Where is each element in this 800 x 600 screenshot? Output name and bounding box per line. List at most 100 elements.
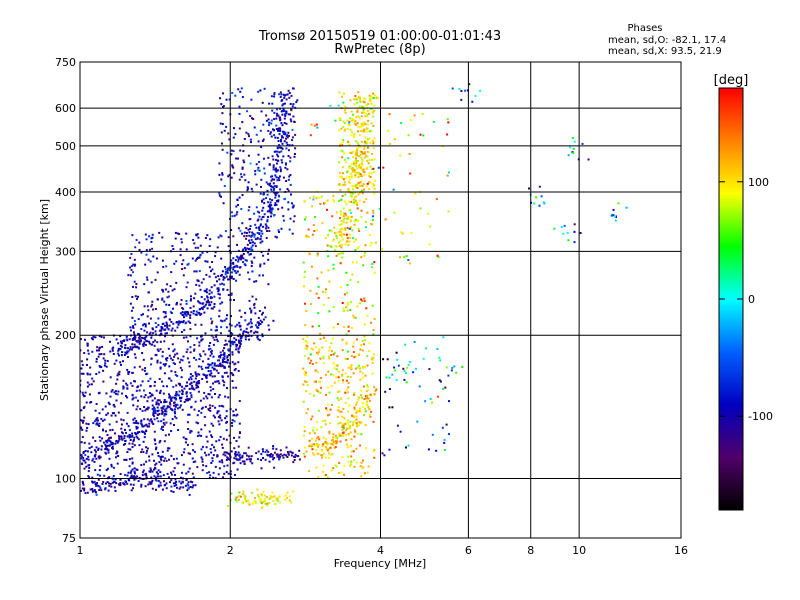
- data-point: [155, 446, 158, 449]
- data-point: [171, 343, 174, 346]
- data-point: [308, 439, 311, 442]
- data-point: [275, 192, 278, 195]
- data-point: [140, 251, 143, 254]
- data-point: [236, 265, 239, 268]
- data-point: [143, 369, 146, 372]
- data-point: [350, 152, 353, 155]
- data-point: [144, 473, 147, 476]
- data-point: [91, 377, 94, 380]
- data-point: [370, 107, 373, 110]
- data-point: [89, 366, 92, 369]
- data-point: [275, 185, 278, 188]
- data-point: [168, 393, 170, 396]
- data-point: [338, 117, 341, 119]
- data-point: [282, 103, 285, 106]
- data-point: [332, 195, 335, 197]
- data-point: [356, 203, 358, 206]
- data-point: [232, 261, 235, 264]
- data-point: [80, 441, 83, 444]
- data-point: [224, 268, 227, 271]
- data-point: [200, 456, 203, 459]
- data-point: [355, 140, 358, 143]
- data-point: [333, 232, 336, 235]
- data-point: [341, 338, 344, 341]
- data-point: [361, 365, 364, 368]
- data-point: [179, 254, 182, 257]
- data-point: [181, 408, 184, 411]
- data-point: [111, 389, 114, 391]
- data-point: [303, 425, 306, 428]
- data-point: [213, 295, 216, 298]
- data-point: [148, 455, 151, 458]
- data-point: [98, 485, 101, 488]
- data-point: [267, 156, 270, 159]
- data-point: [178, 382, 181, 385]
- data-point: [164, 401, 166, 403]
- data-point: [209, 407, 212, 410]
- data-point: [150, 281, 153, 284]
- data-point: [225, 326, 228, 329]
- data-point: [272, 447, 275, 450]
- data-point: [354, 122, 357, 125]
- data-point: [302, 383, 305, 386]
- data-point: [217, 364, 220, 367]
- data-point: [296, 99, 299, 102]
- data-point: [179, 248, 182, 251]
- data-point: [193, 270, 196, 273]
- data-point: [228, 138, 231, 141]
- data-point: [161, 236, 164, 239]
- data-point: [170, 485, 173, 488]
- data-point: [173, 424, 175, 426]
- data-point: [106, 360, 109, 362]
- data-point: [353, 185, 356, 188]
- data-point: [350, 438, 353, 441]
- data-point: [360, 151, 363, 153]
- data-point: [223, 371, 226, 374]
- data-point: [217, 287, 220, 290]
- data-point: [237, 459, 240, 461]
- data-point: [350, 366, 352, 368]
- data-point: [391, 373, 394, 376]
- data-point: [114, 390, 117, 393]
- data-point: [107, 439, 110, 442]
- data-point: [197, 431, 200, 434]
- data-point: [197, 379, 200, 382]
- data-point: [313, 342, 316, 345]
- data-point: [244, 452, 247, 455]
- data-point: [189, 351, 192, 354]
- data-point: [125, 422, 128, 425]
- data-point: [347, 455, 350, 458]
- data-point: [172, 482, 175, 485]
- data-point: [358, 97, 361, 100]
- data-point: [342, 212, 345, 215]
- data-point: [181, 369, 183, 372]
- data-point: [313, 230, 316, 232]
- data-point: [261, 506, 264, 508]
- data-point: [285, 163, 287, 166]
- data-point: [129, 435, 132, 438]
- data-point: [432, 120, 435, 123]
- data-point: [367, 162, 370, 165]
- data-point: [181, 480, 184, 483]
- data-point: [304, 216, 307, 219]
- data-point: [359, 348, 362, 351]
- data-point: [75, 459, 77, 461]
- data-point: [352, 188, 354, 191]
- data-point: [325, 438, 328, 440]
- data-point: [359, 465, 362, 468]
- data-point: [251, 462, 254, 465]
- data-point: [268, 460, 271, 463]
- data-point: [251, 241, 254, 244]
- data-point: [341, 431, 344, 434]
- data-point: [144, 432, 146, 435]
- data-point: [176, 393, 179, 396]
- data-point: [114, 392, 117, 395]
- data-point: [140, 314, 143, 317]
- data-point: [175, 481, 177, 483]
- data-point: [171, 327, 174, 330]
- data-point: [222, 202, 225, 205]
- data-point: [361, 396, 363, 399]
- data-point: [147, 396, 150, 399]
- data-point: [221, 459, 223, 462]
- data-point: [360, 175, 363, 178]
